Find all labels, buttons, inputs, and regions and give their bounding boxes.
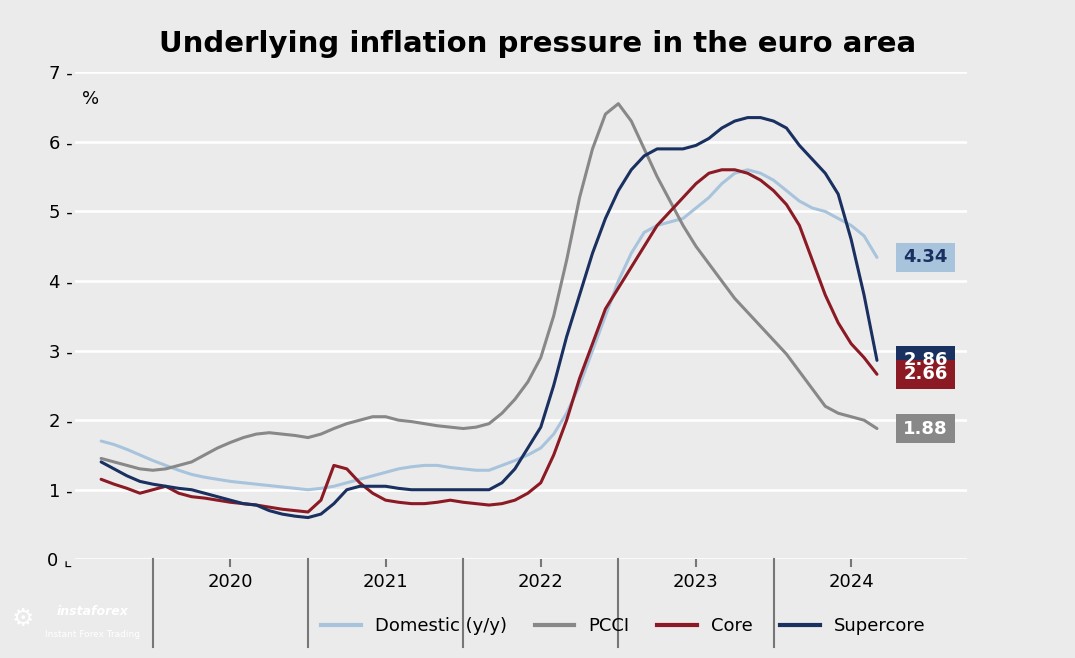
Text: 1.88: 1.88 [903, 420, 948, 438]
FancyBboxPatch shape [897, 345, 955, 375]
Text: Instant Forex Trading: Instant Forex Trading [45, 630, 140, 640]
Text: 2.86: 2.86 [903, 351, 948, 369]
Text: Underlying inflation pressure in the euro area: Underlying inflation pressure in the eur… [159, 30, 916, 58]
FancyBboxPatch shape [897, 243, 955, 272]
Text: %: % [82, 89, 99, 108]
Text: instaforex: instaforex [57, 605, 128, 619]
Legend: Domestic (y/y), PCCI, Core, Supercore: Domestic (y/y), PCCI, Core, Supercore [314, 610, 933, 642]
Text: 4.34: 4.34 [903, 249, 948, 266]
FancyBboxPatch shape [897, 414, 955, 443]
Text: 2.66: 2.66 [903, 365, 948, 383]
FancyBboxPatch shape [897, 360, 955, 389]
Text: ⚙: ⚙ [12, 607, 34, 630]
